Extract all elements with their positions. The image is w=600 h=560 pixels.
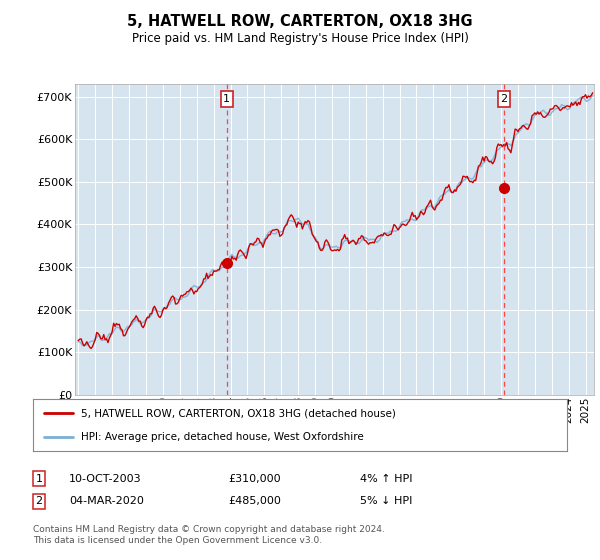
Text: £485,000: £485,000 <box>228 496 281 506</box>
Text: 5, HATWELL ROW, CARTERTON, OX18 3HG: 5, HATWELL ROW, CARTERTON, OX18 3HG <box>127 14 473 29</box>
Text: £310,000: £310,000 <box>228 474 281 484</box>
Text: Price paid vs. HM Land Registry's House Price Index (HPI): Price paid vs. HM Land Registry's House … <box>131 32 469 45</box>
Text: 2: 2 <box>35 496 43 506</box>
Text: 5, HATWELL ROW, CARTERTON, OX18 3HG (detached house): 5, HATWELL ROW, CARTERTON, OX18 3HG (det… <box>81 408 396 418</box>
Text: Contains HM Land Registry data © Crown copyright and database right 2024.
This d: Contains HM Land Registry data © Crown c… <box>33 525 385 545</box>
Text: 5% ↓ HPI: 5% ↓ HPI <box>360 496 412 506</box>
Text: 04-MAR-2020: 04-MAR-2020 <box>69 496 144 506</box>
Text: 2: 2 <box>500 94 508 104</box>
Text: 1: 1 <box>35 474 43 484</box>
Text: 10-OCT-2003: 10-OCT-2003 <box>69 474 142 484</box>
Text: 1: 1 <box>223 94 230 104</box>
Text: HPI: Average price, detached house, West Oxfordshire: HPI: Average price, detached house, West… <box>81 432 364 442</box>
Text: 4% ↑ HPI: 4% ↑ HPI <box>360 474 413 484</box>
